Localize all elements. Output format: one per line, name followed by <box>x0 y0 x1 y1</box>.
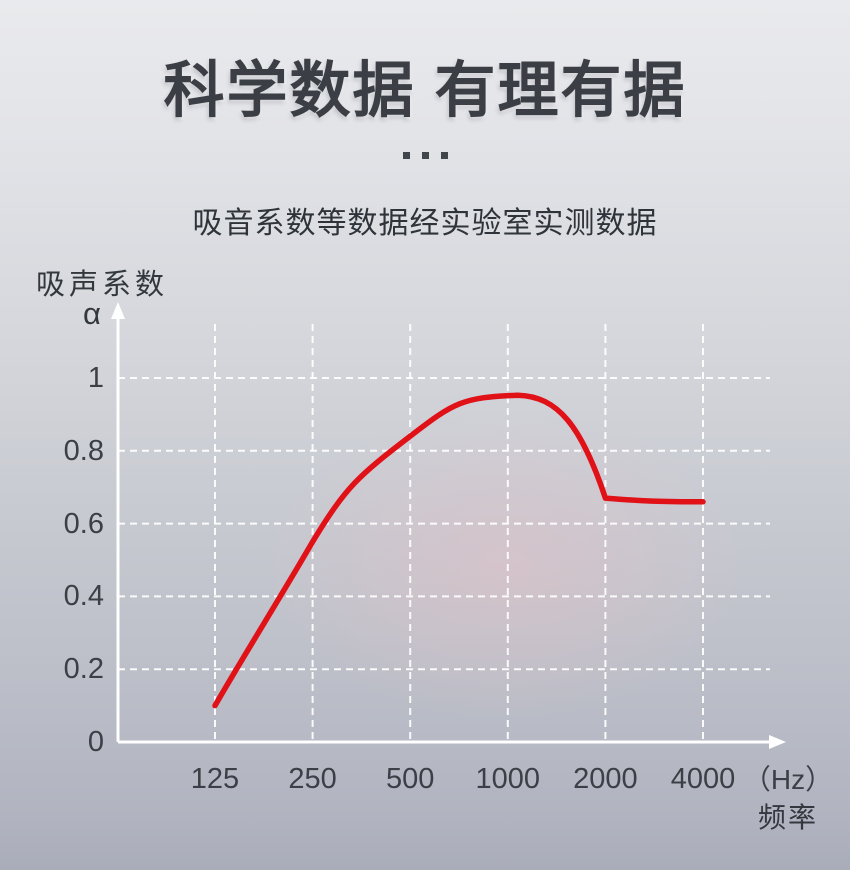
y-tick-label: 0 <box>87 726 104 758</box>
y-tick-label: 0.4 <box>63 580 104 613</box>
x-tick-label: 1000 <box>475 763 541 795</box>
absorption-curve <box>212 392 706 709</box>
y-tick-label: 0.2 <box>63 653 104 686</box>
x-axis-arrow-icon <box>769 735 786 749</box>
x-tick-label: 500 <box>385 763 435 795</box>
x-tick-label: 250 <box>288 763 337 795</box>
x-axis-title: 频率 <box>757 802 818 833</box>
y-tick-label: 0.6 <box>63 507 104 540</box>
y-axis-symbol-alpha: α <box>83 296 101 331</box>
dot <box>421 152 429 159</box>
y-tick-label: 1 <box>87 362 104 394</box>
x-tick-label: 125 <box>190 763 240 795</box>
y-tick-label: 0.8 <box>63 434 104 467</box>
y-axis-title: 吸声系数 <box>36 269 169 301</box>
x-axis-unit: （Hz） <box>742 764 834 795</box>
page-title: 科学数据 有理有据 <box>163 56 687 124</box>
dot <box>440 152 448 159</box>
dot <box>402 152 410 159</box>
x-tick-label: 4000 <box>670 763 736 795</box>
x-tick-label: 2000 <box>573 763 638 795</box>
page-subtitle: 吸音系数等数据经实验室实测数据 <box>192 207 658 240</box>
separator-dots <box>0 152 850 159</box>
